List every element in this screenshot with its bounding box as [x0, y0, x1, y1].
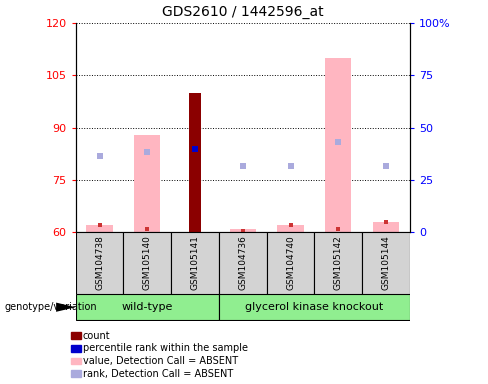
Text: percentile rank within the sample: percentile rank within the sample — [83, 343, 248, 353]
Text: GSM105142: GSM105142 — [334, 236, 343, 290]
Text: GSM104740: GSM104740 — [286, 236, 295, 290]
Bar — [266, 232, 314, 294]
Bar — [277, 225, 304, 232]
Bar — [230, 229, 256, 232]
Bar — [123, 232, 171, 294]
Bar — [219, 294, 410, 320]
Text: glycerol kinase knockout: glycerol kinase knockout — [245, 302, 384, 312]
Text: GSM105141: GSM105141 — [190, 236, 200, 290]
Bar — [76, 232, 123, 294]
Bar — [189, 93, 201, 232]
Polygon shape — [56, 303, 76, 312]
Text: rank, Detection Call = ABSENT: rank, Detection Call = ABSENT — [83, 369, 233, 379]
Bar — [325, 58, 351, 232]
Text: GSM104738: GSM104738 — [95, 236, 104, 290]
Bar — [134, 135, 161, 232]
Bar — [362, 232, 410, 294]
Bar — [171, 232, 219, 294]
Bar — [373, 222, 399, 232]
Bar — [219, 232, 266, 294]
Bar — [314, 232, 362, 294]
Text: wild-type: wild-type — [122, 302, 173, 312]
Title: GDS2610 / 1442596_at: GDS2610 / 1442596_at — [162, 5, 324, 19]
Text: count: count — [83, 331, 111, 341]
Bar — [86, 225, 113, 232]
Bar — [76, 294, 219, 320]
Text: GSM104736: GSM104736 — [238, 236, 247, 290]
Text: GSM105140: GSM105140 — [143, 236, 152, 290]
Text: genotype/variation: genotype/variation — [5, 302, 98, 312]
Text: value, Detection Call = ABSENT: value, Detection Call = ABSENT — [83, 356, 238, 366]
Text: GSM105144: GSM105144 — [382, 236, 390, 290]
